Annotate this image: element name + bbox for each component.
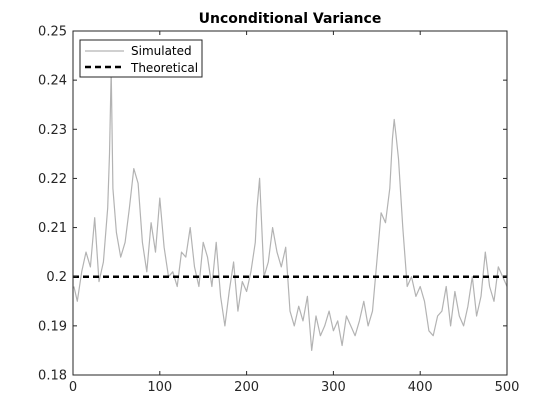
y-axis: 0.18 0.19 0.2 0.21 0.22 0.23 0.24 0.25 <box>38 25 507 384</box>
y-tick-label: 0.22 <box>38 172 67 187</box>
x-tick-label: 500 <box>495 380 520 395</box>
x-axis: 0 100 200 300 400 500 <box>69 31 520 395</box>
series-line-simulated <box>73 69 508 351</box>
chart-title: Unconditional Variance <box>199 11 382 27</box>
x-tick-label: 400 <box>408 380 433 395</box>
y-tick-label: 0.24 <box>38 74 67 89</box>
x-tick-label: 100 <box>147 380 172 395</box>
legend-label-simulated: Simulated <box>131 44 192 58</box>
y-tick-label: 0.25 <box>38 25 67 40</box>
legend-label-theoretical: Theoretical <box>130 61 198 75</box>
x-tick-label: 300 <box>321 380 346 395</box>
legend-box <box>79 39 203 78</box>
y-tick-label: 0.21 <box>38 221 67 236</box>
series-layer <box>73 69 508 351</box>
x-tick-label: 0 <box>69 380 77 395</box>
legend: Simulated Theoretical <box>79 39 203 78</box>
y-tick-label: 0.2 <box>46 270 67 285</box>
y-tick-label: 0.18 <box>38 369 67 384</box>
plot-area <box>73 31 507 375</box>
x-tick-label: 200 <box>234 380 259 395</box>
y-tick-label: 0.19 <box>38 319 67 334</box>
y-tick-label: 0.23 <box>38 123 67 138</box>
plot-frame <box>72 30 508 376</box>
